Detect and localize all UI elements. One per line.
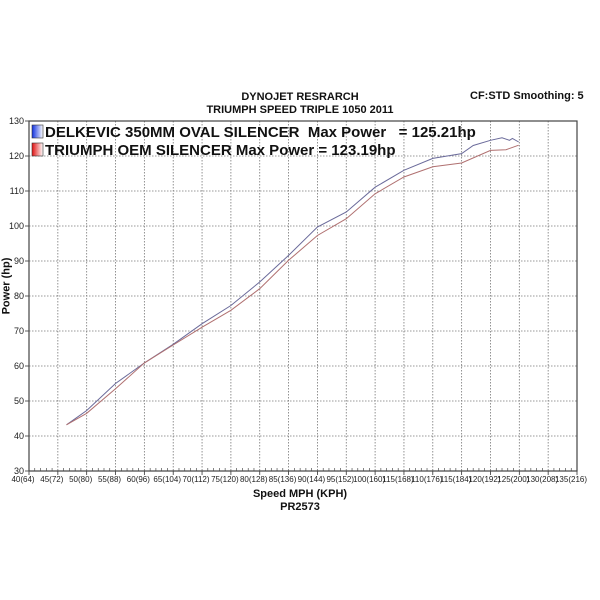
x-tick-label: 100(160): [353, 475, 385, 484]
y-tick-label: 100: [9, 221, 24, 231]
legend-label: DELKEVIC 350MM OVAL SILENCER Max Power =…: [45, 124, 476, 141]
y-tick-label: 120: [9, 151, 24, 161]
x-tick-label: 135(216): [555, 475, 587, 484]
legend-swatch: [31, 142, 44, 157]
y-tick-label: 30: [14, 466, 24, 476]
x-tick-label: 85(136): [269, 475, 297, 484]
x-tick-label: 40(64): [11, 475, 34, 484]
x-tick-label: 55(88): [98, 475, 121, 484]
x-tick-label: 65(104): [153, 475, 181, 484]
series-line-0: [66, 137, 519, 426]
legend-swatch: [31, 124, 44, 139]
x-tick-label: 80(128): [240, 475, 268, 484]
y-tick-label: 130: [9, 116, 24, 126]
plot-border: [28, 120, 578, 472]
y-tick-label: 70: [14, 326, 24, 336]
y-tick-label: 80: [14, 291, 24, 301]
x-tick-label: 95(152): [326, 475, 354, 484]
x-tick-label: 115(184): [440, 475, 472, 484]
x-tick-label: 60(96): [127, 475, 150, 484]
x-tick-label: 120(192): [468, 475, 500, 484]
x-tick-label: 110(176): [411, 475, 443, 484]
y-tick-label: 90: [14, 256, 24, 266]
run-id-label: PR2573: [280, 501, 320, 513]
x-tick-label: 115(168): [382, 475, 414, 484]
x-axis-label: Speed MPH (KPH): [252, 488, 348, 500]
legend-label: TRIUMPH OEM SILENCER Max Power = 123.19h…: [45, 142, 396, 159]
x-tick-label: 75(120): [211, 475, 239, 484]
y-tick-label: 40: [14, 431, 24, 441]
y-tick-label: 60: [14, 361, 24, 371]
x-tick-label: 130(208): [526, 475, 558, 484]
series-line-1: [66, 144, 519, 426]
x-tick-label: 45(72): [40, 475, 63, 484]
y-tick-label: 50: [14, 396, 24, 406]
chart-subtitle: TRIUMPH SPEED TRIPLE 1050 2011: [206, 104, 394, 116]
x-tick-label: 70(112): [183, 475, 210, 484]
y-tick-label: 110: [10, 186, 24, 196]
x-tick-label: 125(200): [497, 475, 529, 484]
x-tick-label: 90(144): [298, 475, 326, 484]
x-tick-label: 50(80): [69, 475, 92, 484]
correction-factor-label: CF:STD Smoothing: 5: [470, 90, 584, 102]
chart-title: DYNOJET RESRARCH: [241, 91, 359, 103]
